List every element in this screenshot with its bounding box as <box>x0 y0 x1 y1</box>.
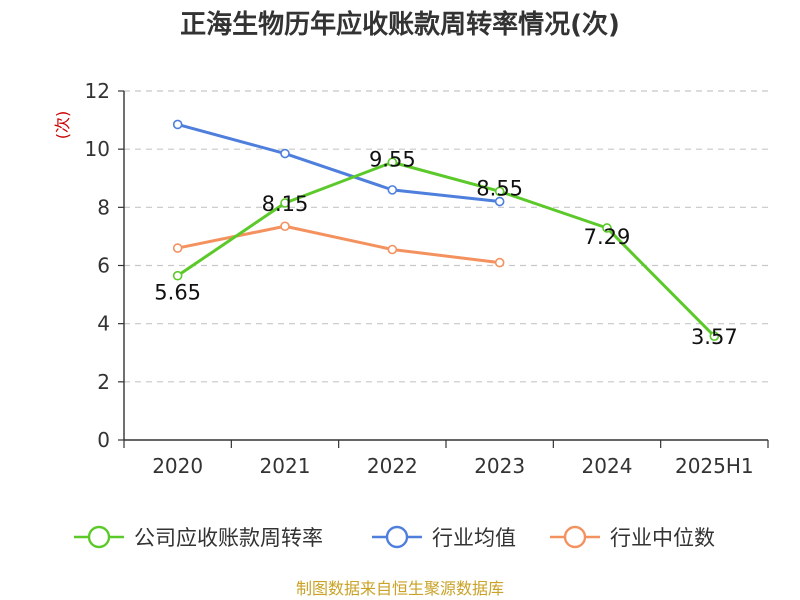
data-label: 8.55 <box>476 176 523 200</box>
legend-item[interactable]: 行业中位数 <box>550 525 715 550</box>
legend[interactable]: 公司应收账款周转率 行业均值 行业中位数 <box>74 525 715 550</box>
x-tick-label: 2022 <box>367 454 418 478</box>
x-tick-label: 2025H1 <box>675 454 754 478</box>
y-axis-unit-label: (次) <box>53 111 72 140</box>
y-axis-ticks: 0 2 4 6 8 10 12 <box>85 79 124 452</box>
data-labels: 5.65 8.15 9.55 8.55 7.29 3.57 <box>154 147 737 349</box>
data-point <box>172 270 183 281</box>
y-tick-label: 2 <box>97 370 110 394</box>
x-tick-label: 2024 <box>582 454 633 478</box>
legend-marker <box>563 525 587 549</box>
data-point <box>172 243 183 253</box>
x-tick-label: 2023 <box>474 454 525 478</box>
data-point <box>602 223 612 233</box>
legend-label: 公司应收账款周转率 <box>134 526 323 550</box>
x-tick-label: 2021 <box>260 454 311 478</box>
data-point <box>280 221 290 232</box>
x-tick-label: 2020 <box>152 454 203 478</box>
y-tick-label: 6 <box>97 254 110 278</box>
data-point <box>709 331 720 341</box>
grid-lines <box>124 90 768 383</box>
legend-label: 行业中位数 <box>610 526 715 550</box>
y-tick-label: 0 <box>97 428 110 452</box>
data-label: 9.55 <box>369 147 416 171</box>
series-line <box>177 122 500 204</box>
data-label: 7.29 <box>584 225 631 249</box>
data-point <box>280 198 290 208</box>
series-line <box>177 224 500 265</box>
data-label: 8.15 <box>262 192 309 216</box>
source-note: 制图数据来自恒生聚源数据库 <box>296 579 504 598</box>
y-tick-label: 8 <box>97 195 110 219</box>
series-line <box>176 160 716 338</box>
legend-marker <box>385 525 409 549</box>
data-point <box>280 148 290 159</box>
chart-title: 正海生物历年应收账款周转率情况(次) <box>180 9 620 40</box>
series-lines <box>172 119 720 341</box>
data-label: 5.65 <box>154 281 201 305</box>
data-point <box>494 196 505 207</box>
legend-item[interactable]: 公司应收账款周转率 <box>74 525 323 550</box>
y-tick-label: 12 <box>85 79 110 103</box>
data-point <box>387 185 398 195</box>
data-point <box>387 157 398 168</box>
y-tick-label: 10 <box>85 137 110 161</box>
data-point <box>494 257 505 268</box>
legend-marker <box>87 525 111 549</box>
data-point <box>494 186 505 197</box>
legend-label: 行业均值 <box>432 526 516 550</box>
data-label: 3.57 <box>691 325 738 349</box>
x-axis-ticks: 2020 2021 2022 2023 2024 2025H1 <box>123 440 769 478</box>
y-tick-label: 4 <box>97 312 110 336</box>
legend-item[interactable]: 行业均值 <box>372 525 516 550</box>
data-point <box>172 119 183 130</box>
data-point <box>387 244 398 255</box>
